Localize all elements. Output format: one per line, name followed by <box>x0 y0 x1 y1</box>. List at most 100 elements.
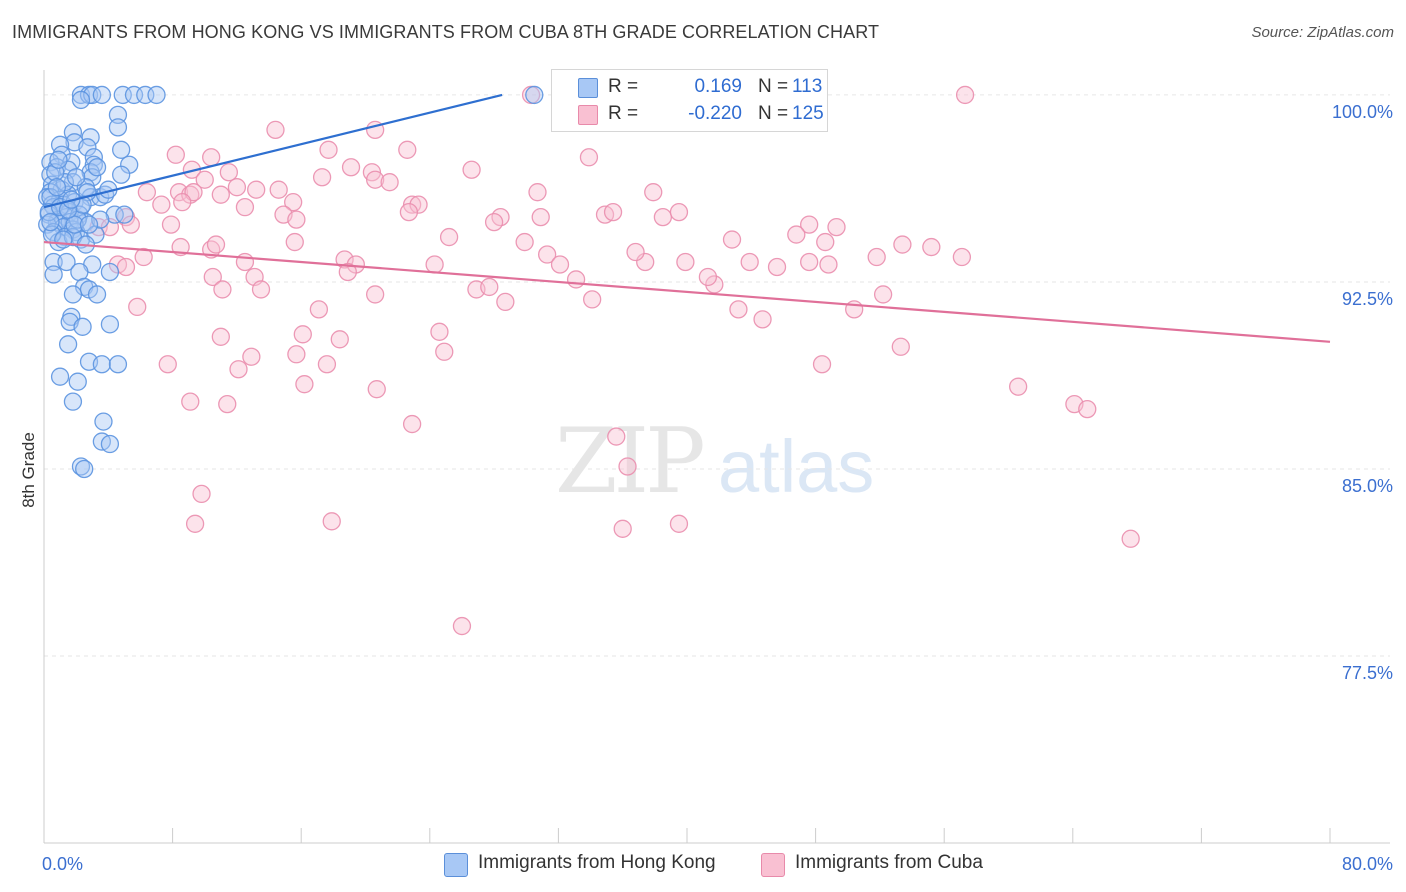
y-tick-label: 100.0% <box>1332 102 1393 122</box>
data-point-cuba <box>242 347 261 366</box>
y-tick-label: 77.5% <box>1342 663 1393 683</box>
data-point-cuba <box>398 140 417 159</box>
data-point-cuba <box>203 267 222 287</box>
data-point-cuba <box>698 267 718 287</box>
series-cuba-points <box>89 85 1140 636</box>
data-point-hong-kong <box>108 355 128 374</box>
data-point-cuba <box>287 345 306 364</box>
data-point-hong-kong <box>147 85 166 105</box>
data-point-cuba <box>116 257 136 277</box>
data-point-cuba <box>227 178 247 197</box>
data-point-cuba <box>121 215 140 234</box>
data-point-cuba <box>330 330 349 349</box>
data-point-hong-kong <box>94 412 113 431</box>
data-point-cuba <box>251 280 271 299</box>
legend-n-value: 125 <box>792 103 824 124</box>
data-point-cuba <box>181 392 200 411</box>
data-point-hong-kong <box>78 138 97 157</box>
data-point-cuba <box>195 170 214 189</box>
data-point-cuba <box>295 375 314 394</box>
source-label: Source: ZipAtlas.com <box>1251 24 1394 41</box>
data-point-hong-kong <box>47 178 67 197</box>
data-point-cuba <box>213 280 232 299</box>
data-point-hong-kong <box>112 140 131 159</box>
data-point-cuba <box>235 252 255 272</box>
data-point-cuba <box>550 255 570 274</box>
data-point-cuba <box>579 148 599 167</box>
data-point-cuba <box>955 85 975 105</box>
data-point-cuba <box>367 380 386 399</box>
data-point-cuba <box>266 120 285 139</box>
series-hong-kong-points <box>38 85 544 479</box>
data-point-cuba <box>496 292 515 312</box>
data-point-hong-kong <box>100 434 120 454</box>
data-point-cuba <box>753 310 772 329</box>
data-point-cuba <box>618 457 637 476</box>
data-point-cuba <box>128 297 147 317</box>
data-point-hong-kong <box>112 165 131 184</box>
data-point-cuba <box>676 252 695 272</box>
data-point-cuba <box>607 427 626 446</box>
data-point-hong-kong <box>63 285 83 304</box>
data-point-cuba <box>669 514 689 533</box>
data-point-cuba <box>211 185 230 204</box>
data-point-cuba <box>312 168 332 187</box>
data-point-cuba <box>613 519 632 538</box>
data-point-cuba <box>285 232 304 252</box>
data-point-cuba <box>399 202 419 222</box>
data-point-cuba <box>480 277 499 297</box>
data-point-cuba <box>767 257 787 277</box>
grid-lines <box>44 94 1390 657</box>
trend-line-hong-kong <box>43 93 503 209</box>
legend-n-value: 113 <box>792 76 823 97</box>
data-point-cuba <box>922 237 941 257</box>
legend-label-hong-kong: Immigrants from Hong Kong <box>478 852 716 873</box>
data-point-cuba <box>319 140 338 159</box>
legend-n-label: N = <box>758 76 789 97</box>
data-point-cuba <box>293 325 312 344</box>
data-point-cuba <box>816 232 835 252</box>
watermark-atlas: atlas <box>718 425 874 508</box>
data-point-hong-kong <box>87 158 107 177</box>
data-point-cuba <box>626 242 645 262</box>
data-point-cuba <box>462 160 481 179</box>
data-point-cuba <box>380 173 399 192</box>
data-point-cuba <box>800 215 819 234</box>
chart-title: IMMIGRANTS FROM HONG KONG VS IMMIGRANTS … <box>12 22 880 42</box>
data-point-cuba <box>873 285 893 304</box>
legend-swatch-hong-kong <box>444 853 468 877</box>
data-point-cuba <box>787 225 806 244</box>
data-point-cuba <box>235 197 255 217</box>
data-point-cuba <box>202 148 221 167</box>
legend-swatch-hong-kong <box>578 78 598 98</box>
data-point-cuba <box>287 210 306 229</box>
data-point-hong-kong <box>58 335 78 354</box>
data-point-hong-kong <box>54 230 73 249</box>
data-point-cuba <box>653 207 673 227</box>
data-point-cuba <box>247 180 266 199</box>
data-point-hong-kong <box>44 265 63 284</box>
data-point-hong-kong <box>49 150 68 169</box>
data-point-cuba <box>192 484 211 504</box>
data-point-hong-kong <box>100 315 120 334</box>
data-point-cuba <box>166 145 185 164</box>
data-point-hong-kong <box>87 285 107 304</box>
y-tick-label: 92.5% <box>1342 289 1393 309</box>
watermark-zip: ZIP <box>555 409 703 514</box>
series-legend: Immigrants from Hong Kong Immigrants fro… <box>0 852 1406 878</box>
data-point-cuba <box>365 285 385 304</box>
data-point-cuba <box>893 235 912 254</box>
data-point-hong-kong <box>525 85 544 105</box>
data-point-cuba <box>891 337 910 356</box>
data-point-cuba <box>338 262 357 282</box>
data-point-cuba <box>452 616 472 636</box>
stats-legend: R = 0.169 N = 113 R = -0.220 N = 125 <box>551 69 828 132</box>
data-point-cuba <box>134 247 153 267</box>
data-point-cuba <box>1008 377 1028 396</box>
data-point-hong-kong <box>50 367 70 386</box>
x-tick-labels: 0.0% 80.0% <box>42 854 1393 874</box>
legend-swatch-cuba <box>761 853 785 877</box>
data-point-hong-kong <box>57 252 76 272</box>
data-point-cuba <box>439 227 459 247</box>
